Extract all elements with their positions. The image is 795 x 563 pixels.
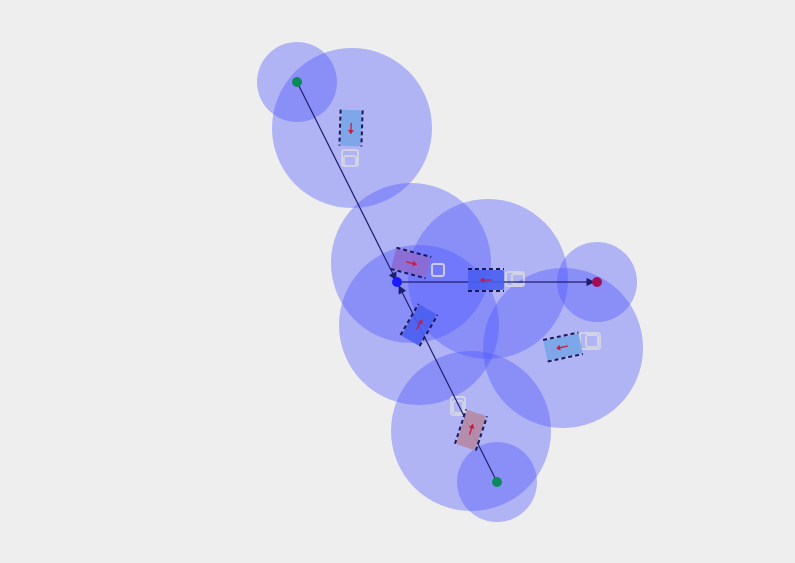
hub-marker[interactable]	[392, 277, 402, 287]
agent-center-a[interactable]	[390, 246, 432, 280]
path-north-to-hub	[296, 81, 397, 281]
waypoint-layer	[292, 77, 602, 487]
start-north-marker[interactable]	[292, 77, 302, 87]
agent-north[interactable]	[338, 109, 364, 147]
start-south-marker[interactable]	[492, 477, 502, 487]
ghost-trail-center-a	[431, 263, 445, 277]
ghost-trail-south	[450, 396, 466, 416]
ghost-trail-north	[341, 149, 359, 167]
ghost-trail-center-b	[505, 271, 525, 287]
ghost-layer	[341, 149, 601, 416]
agent-layer	[338, 109, 584, 451]
agent-center-b[interactable]	[468, 268, 504, 292]
goal-east-marker[interactable]	[592, 277, 602, 287]
